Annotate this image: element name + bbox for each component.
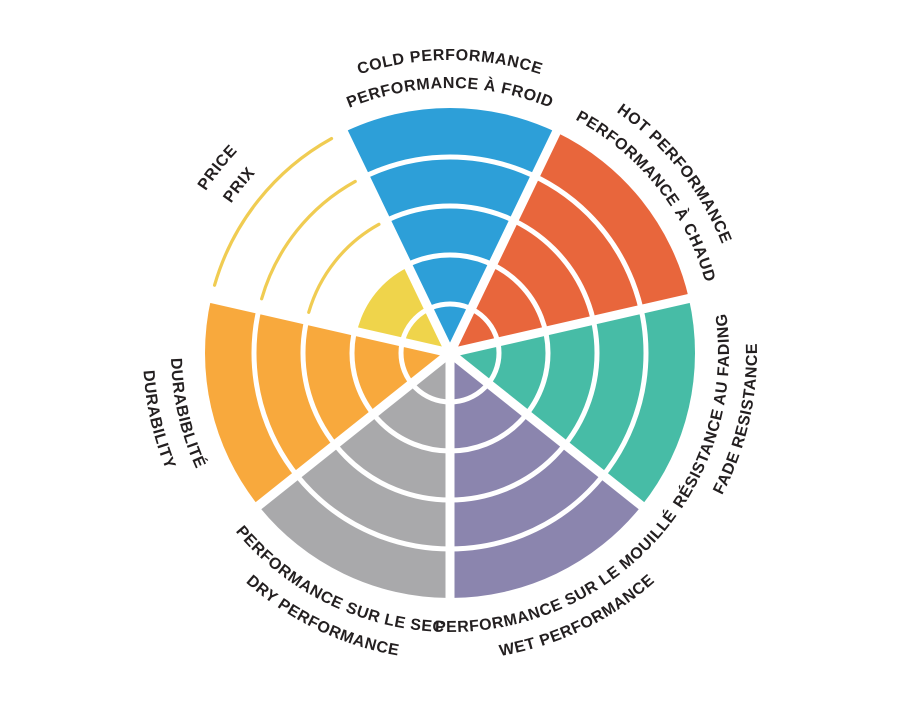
unfilled-ring-arc-price — [260, 179, 357, 301]
sector-separator — [338, 127, 455, 355]
sector-separator — [253, 349, 453, 512]
sector-separator — [447, 349, 647, 512]
sector-separator — [448, 293, 693, 358]
wedge-durability — [204, 298, 450, 506]
wedge-hot-performance — [450, 132, 689, 353]
wedge-cold-performance — [343, 107, 557, 353]
label-performance-a-froid: PERFORMANCE À FROID — [344, 75, 555, 112]
sector-separator — [445, 127, 562, 355]
wedge-fade-resistance — [450, 298, 696, 506]
wedge-wet-performance — [450, 353, 642, 598]
unfilled-ring-arc-price — [307, 222, 381, 314]
unfilled-ring-arc-price — [212, 136, 334, 287]
sector-separator — [207, 293, 452, 358]
wedge-dry-performance — [258, 353, 450, 598]
label-cold-performance: COLD PERFORMANCE — [355, 47, 544, 78]
label-prix: PRIX — [220, 164, 258, 206]
